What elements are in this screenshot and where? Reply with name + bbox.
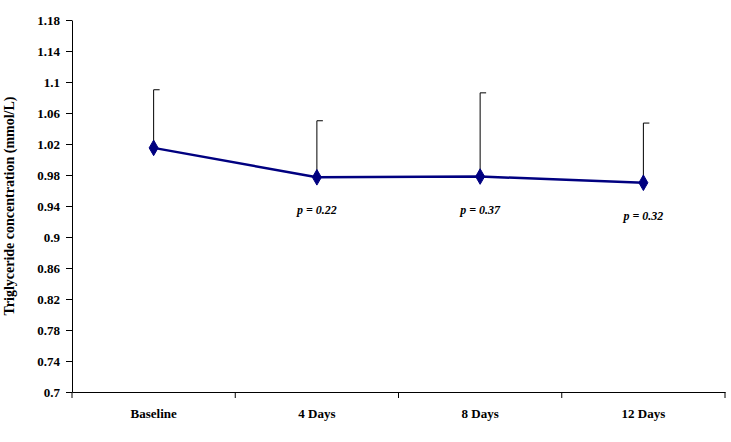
data-point	[476, 169, 485, 185]
error-bar-cap	[480, 92, 486, 93]
y-tick-label: 0.78	[37, 323, 60, 338]
error-bar	[643, 123, 649, 183]
error-bar	[480, 93, 486, 177]
y-tick-mark	[66, 175, 72, 176]
y-tick: 1.06	[37, 106, 72, 121]
x-tick-label: Baseline	[131, 406, 177, 421]
y-tick: 0.74	[37, 354, 72, 369]
x-axis: Baseline 4 Days 8 Days 12 Days	[72, 392, 726, 421]
p-value-annotation: p = 0.37	[459, 203, 501, 217]
y-tick-mark	[66, 299, 72, 300]
y-tick-label: 1.14	[37, 44, 60, 59]
y-tick-label: 0.9	[44, 230, 61, 245]
x-tick-label: 8 Days	[462, 406, 499, 421]
x-category-divider	[725, 392, 726, 398]
y-tick-mark	[66, 268, 72, 269]
y-tick-label: 1.02	[37, 137, 60, 152]
x-category-divider	[561, 392, 562, 398]
x-tick: Baseline	[131, 392, 177, 421]
plot-area	[149, 90, 649, 191]
y-tick-mark	[66, 330, 72, 331]
y-tick: 0.78	[37, 323, 72, 338]
y-axis-title: Triglyceride concentration (mmol/L)	[2, 96, 18, 315]
y-tick: 1.14	[37, 44, 72, 59]
p-value-annotation: p = 0.32	[622, 209, 663, 223]
data-line	[154, 148, 644, 183]
y-axis: 0.7 0.74 0.78 0.82 0.86 0.9 0.94 0.98 1.02 1.06 1.…	[37, 13, 72, 400]
x-tick: 12 Days	[622, 392, 666, 421]
x-category-divider	[235, 392, 236, 398]
y-tick-label: 1.1	[44, 75, 60, 90]
error-bar-cap	[154, 89, 160, 90]
error-bar	[317, 121, 323, 178]
y-tick-mark	[66, 237, 72, 238]
y-tick: 0.98	[37, 168, 72, 183]
y-tick: 1.18	[37, 13, 72, 28]
x-category-divider	[72, 392, 73, 398]
y-tick-label: 1.06	[37, 106, 60, 121]
error-bar	[154, 90, 160, 148]
y-tick-mark	[66, 206, 72, 207]
chart: 0.7 0.74 0.78 0.82 0.86 0.9 0.94 0.98 1.02 1.06 1.…	[0, 0, 731, 442]
y-tick: 1.02	[37, 137, 72, 152]
error-bar-cap	[643, 123, 649, 124]
p-value-annotation: p = 0.22	[296, 203, 337, 217]
x-tick-label: 4 Days	[298, 406, 335, 421]
y-tick: 0.86	[37, 261, 72, 276]
y-tick-mark	[66, 51, 72, 52]
y-tick-label: 0.7	[44, 385, 61, 400]
y-tick-mark	[66, 392, 72, 393]
error-bar-stem	[643, 123, 644, 183]
y-tick-mark	[66, 113, 72, 114]
y-tick-mark	[66, 361, 72, 362]
x-tick-label: 12 Days	[622, 406, 666, 421]
y-tick: 0.82	[37, 292, 72, 307]
error-bar-stem	[480, 93, 481, 177]
data-point	[149, 140, 158, 156]
y-tick-label: 0.82	[37, 292, 60, 307]
y-tick-mark	[66, 82, 72, 83]
x-tick: 8 Days	[462, 392, 499, 421]
y-tick-label: 1.18	[37, 13, 60, 28]
y-tick-label: 0.98	[37, 168, 60, 183]
data-point	[312, 170, 321, 186]
y-tick: 1.1	[44, 75, 72, 90]
x-tick: 4 Days	[298, 392, 335, 421]
y-tick-mark	[66, 20, 72, 21]
data-point	[639, 175, 648, 191]
y-tick: 0.94	[37, 199, 72, 214]
error-bar-cap	[317, 120, 323, 121]
y-tick: 0.7	[44, 385, 72, 400]
x-category-divider	[398, 392, 399, 398]
y-tick-label: 0.86	[37, 261, 60, 276]
y-tick-label: 0.74	[37, 354, 60, 369]
y-tick: 0.9	[44, 230, 72, 245]
y-tick-mark	[66, 144, 72, 145]
y-tick-label: 0.94	[37, 199, 60, 214]
y-axis-line	[72, 21, 73, 393]
